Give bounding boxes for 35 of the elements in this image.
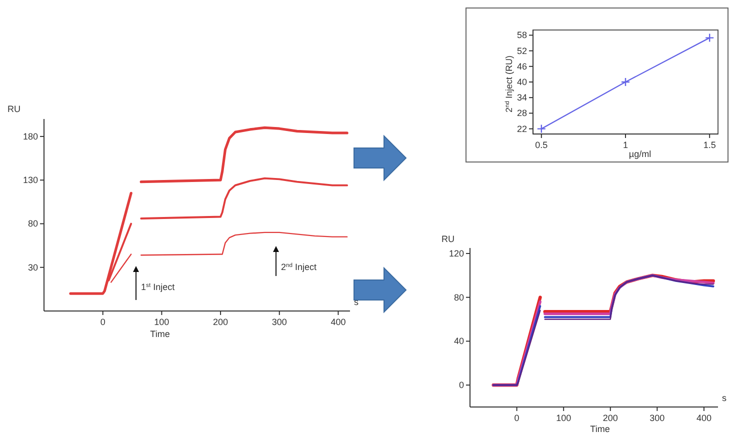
y-tick-label: 30	[28, 262, 38, 272]
x-tick-label: 200	[213, 317, 228, 327]
y-tick-label: 130	[22, 175, 38, 186]
x-tick-label: 0	[100, 317, 106, 327]
y-tick-label: 28	[516, 108, 527, 118]
annotation: 1$^{st}$ Inject	[141, 282, 176, 292]
x-tick-label: 0.5	[535, 140, 548, 150]
y-tick-label: 80	[454, 292, 464, 302]
x-axis-title: Time	[590, 424, 610, 434]
y-tick-label: 52	[516, 46, 527, 56]
x-axis-title: Time	[150, 329, 170, 339]
x-tick-label: 300	[650, 413, 665, 423]
x-tick-label: 300	[272, 317, 287, 327]
y-axis-title: RU	[8, 104, 20, 114]
y-tick-label: 22	[516, 124, 527, 134]
y-tick-label: 58	[516, 30, 527, 40]
annotation: 2$^{nd}$ Inject	[281, 262, 318, 272]
y-tick-label: 40	[454, 336, 464, 346]
y-tick-label: 80	[28, 218, 38, 229]
y-tick-label: 34	[516, 92, 527, 103]
y-axis-title: RU	[442, 234, 454, 244]
y-tick-label: 120	[448, 248, 464, 258]
y-tick-label: 46	[516, 61, 527, 72]
x-tick-label: 200	[602, 413, 618, 423]
x-tick-label: 1	[622, 140, 628, 150]
x-tick-label: 100	[556, 413, 572, 423]
x-tick-label: 100	[154, 317, 170, 327]
y-tick-label: 0	[458, 380, 464, 390]
y-tick-label: 180	[22, 131, 38, 142]
x-tick-label: 400	[696, 413, 712, 423]
x-tick-label: 400	[330, 317, 346, 327]
x-tick-label: 1.5	[703, 140, 716, 150]
text: s	[722, 393, 727, 403]
y-tick-label: 40	[516, 77, 527, 87]
x-axis-title: µg/ml	[628, 149, 652, 159]
